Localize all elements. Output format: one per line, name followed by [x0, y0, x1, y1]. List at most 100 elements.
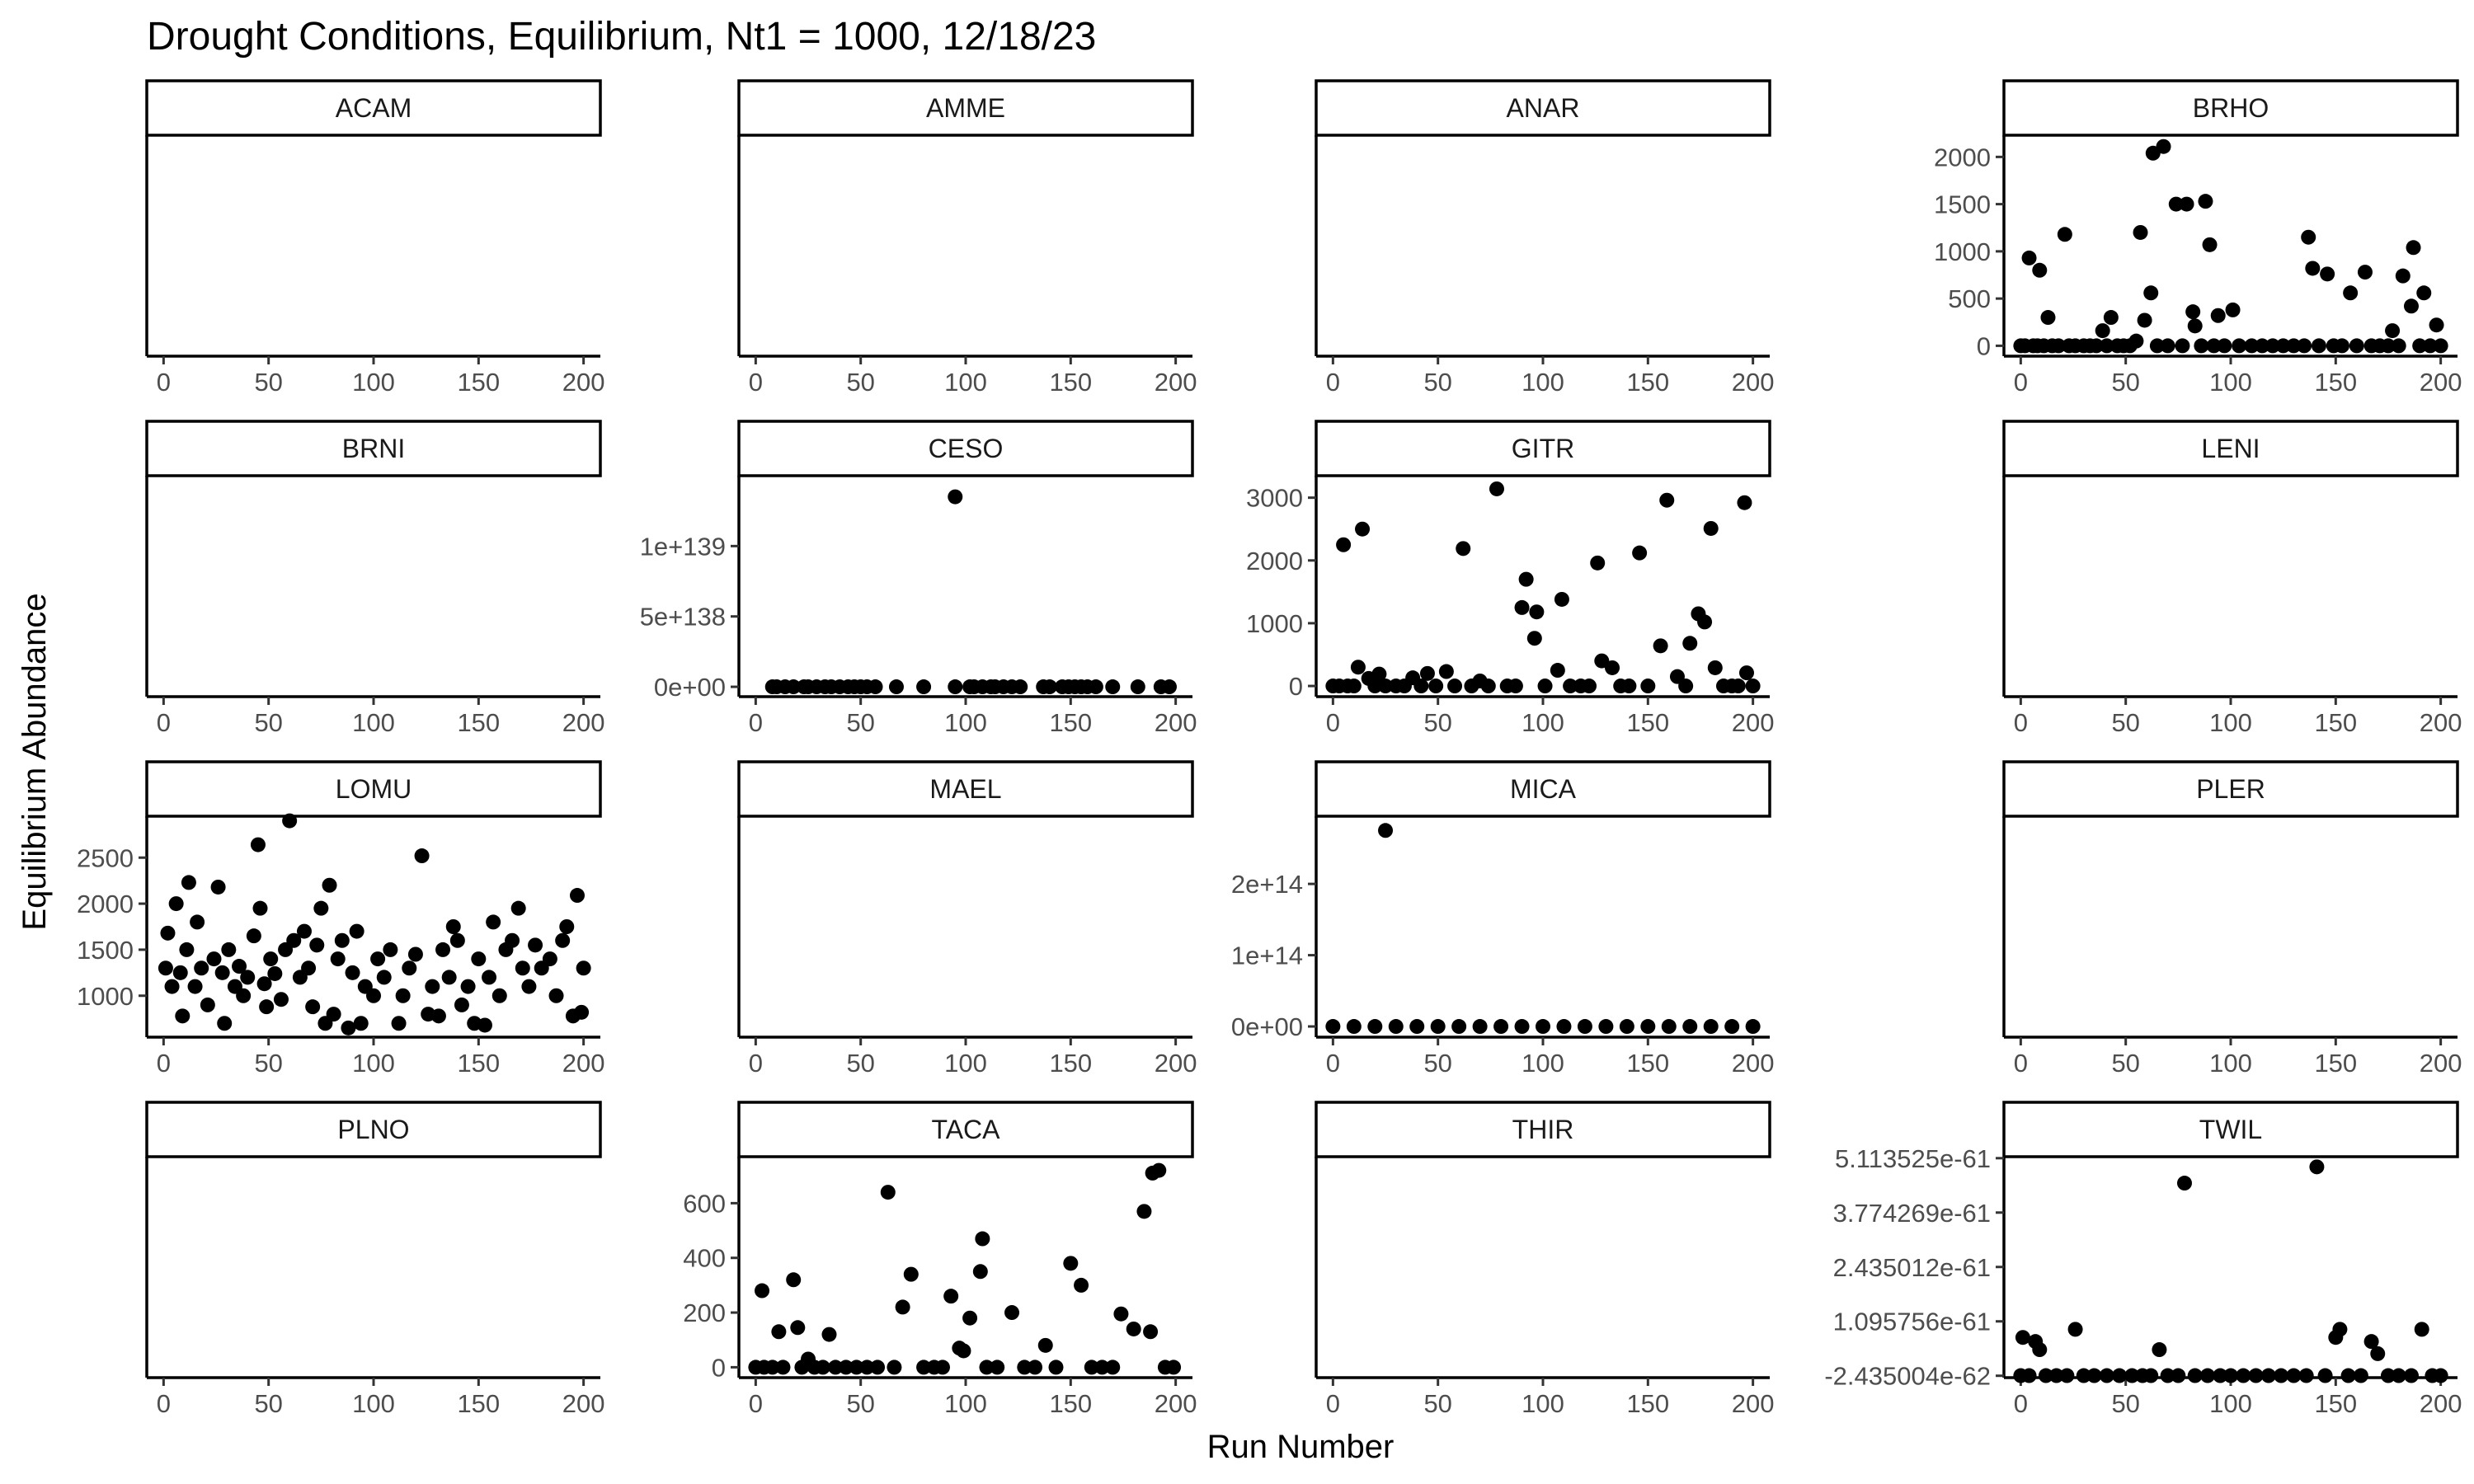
- data-point: [454, 997, 469, 1012]
- data-point: [2412, 338, 2428, 354]
- data-point: [1084, 1360, 1099, 1375]
- data-point: [370, 951, 386, 967]
- data-point: [1590, 555, 1606, 571]
- x-tick-label: 200: [1155, 708, 1197, 737]
- data-point: [1582, 679, 1597, 694]
- data-point: [430, 1008, 446, 1024]
- data-point: [158, 960, 173, 976]
- data-point: [979, 1360, 995, 1375]
- facet-strip-label: THIR: [1512, 1115, 1574, 1144]
- data-point: [1371, 666, 1387, 682]
- facet-panel-lomu: LOMU 0 50 100 150 200 1000 1500 2000 2500: [77, 760, 605, 1078]
- data-point: [2416, 285, 2432, 301]
- x-tick-label: 200: [1732, 708, 1775, 737]
- data-point: [505, 932, 520, 948]
- data-point: [200, 997, 215, 1012]
- data-point: [1447, 679, 1463, 694]
- y-tick-label: 1500: [77, 936, 134, 965]
- data-point: [1413, 679, 1429, 694]
- facet-strip: [737, 79, 1194, 137]
- data-point: [2433, 1368, 2448, 1383]
- x-tick-label: 100: [352, 708, 395, 737]
- data-point: [210, 879, 226, 895]
- y-tick-label: 1500: [1934, 190, 1991, 219]
- data-point: [880, 1185, 896, 1200]
- data-point: [2199, 1368, 2215, 1383]
- x-tick-label: 200: [2420, 708, 2462, 737]
- x-tick-label: 150: [1626, 1389, 1669, 1418]
- data-point: [267, 965, 283, 981]
- data-point: [1697, 614, 1713, 630]
- x-tick-label: 200: [2420, 368, 2462, 397]
- data-point: [1037, 1337, 1053, 1353]
- y-tick-label: 5e+138: [640, 603, 726, 632]
- facet-strip-label: ANAR: [1507, 93, 1580, 123]
- data-point: [1537, 679, 1553, 694]
- facet-strip: [2002, 79, 2459, 137]
- x-tick-label: 200: [1732, 1049, 1775, 1078]
- x-tick-label: 150: [457, 1049, 500, 1078]
- facet-strip: [2002, 760, 2459, 818]
- data-point: [786, 679, 802, 695]
- data-point: [2185, 304, 2201, 320]
- data-point: [1621, 679, 1637, 694]
- data-point: [221, 942, 237, 957]
- data-point: [1472, 1019, 1488, 1035]
- data-point: [1598, 1019, 1614, 1035]
- x-tick-label: 50: [846, 368, 874, 397]
- x-tick-label: 0: [2014, 1389, 2028, 1418]
- data-point: [2414, 1322, 2429, 1337]
- data-point: [1745, 1019, 1761, 1035]
- data-point: [510, 900, 526, 916]
- data-point: [2206, 338, 2222, 354]
- x-tick-label: 200: [1732, 1389, 1775, 1418]
- x-tick-label: 50: [1423, 1389, 1451, 1418]
- data-point: [282, 813, 298, 829]
- data-point: [2317, 1368, 2333, 1383]
- x-tick-label: 100: [944, 1389, 987, 1418]
- facet-strip-label: TWIL: [2199, 1115, 2262, 1144]
- data-point: [2370, 1345, 2386, 1361]
- data-point: [2380, 1368, 2396, 1383]
- y-tick-label: 0: [1977, 331, 1991, 360]
- facet-strip-label: CESO: [929, 434, 1004, 463]
- data-point: [2232, 338, 2247, 354]
- data-point: [1409, 1019, 1425, 1035]
- data-point: [521, 979, 537, 994]
- x-tick-label: 150: [1626, 708, 1669, 737]
- data-point: [2171, 1368, 2186, 1383]
- x-tick-label: 50: [1423, 708, 1451, 737]
- x-tick-label: 50: [254, 1049, 282, 1078]
- data-point: [1004, 1305, 1020, 1321]
- x-tick-label: 100: [1522, 708, 1564, 737]
- data-point: [1703, 1019, 1719, 1035]
- data-point: [559, 919, 575, 934]
- data-point: [1489, 481, 1504, 496]
- data-point: [2122, 338, 2138, 354]
- x-tick-label: 200: [562, 368, 605, 397]
- data-point: [341, 1020, 356, 1036]
- data-point: [217, 1016, 233, 1031]
- x-tick-label: 100: [352, 1389, 395, 1418]
- data-point: [576, 960, 591, 976]
- facet-panel-mael: MAEL 0 50 100 150 200: [737, 760, 1197, 1078]
- data-point: [1456, 541, 1471, 556]
- x-tick-label: 200: [1155, 368, 1197, 397]
- x-tick-label: 100: [1522, 1049, 1564, 1078]
- x-tick-label: 0: [2014, 708, 2028, 737]
- x-tick-label: 200: [562, 1049, 605, 1078]
- data-point: [2334, 338, 2349, 354]
- y-tick-label: 2500: [77, 843, 134, 872]
- facet-strip: [1315, 1101, 1771, 1158]
- y-tick-label: 1000: [1246, 609, 1303, 638]
- data-point: [1063, 1256, 1079, 1271]
- y-tick-label: 1000: [1934, 237, 1991, 266]
- x-tick-label: 150: [457, 368, 500, 397]
- x-tick-label: 200: [1732, 368, 1775, 397]
- data-point: [555, 932, 571, 948]
- data-point: [246, 928, 261, 944]
- data-point: [2403, 298, 2419, 314]
- x-tick-label: 0: [157, 368, 171, 397]
